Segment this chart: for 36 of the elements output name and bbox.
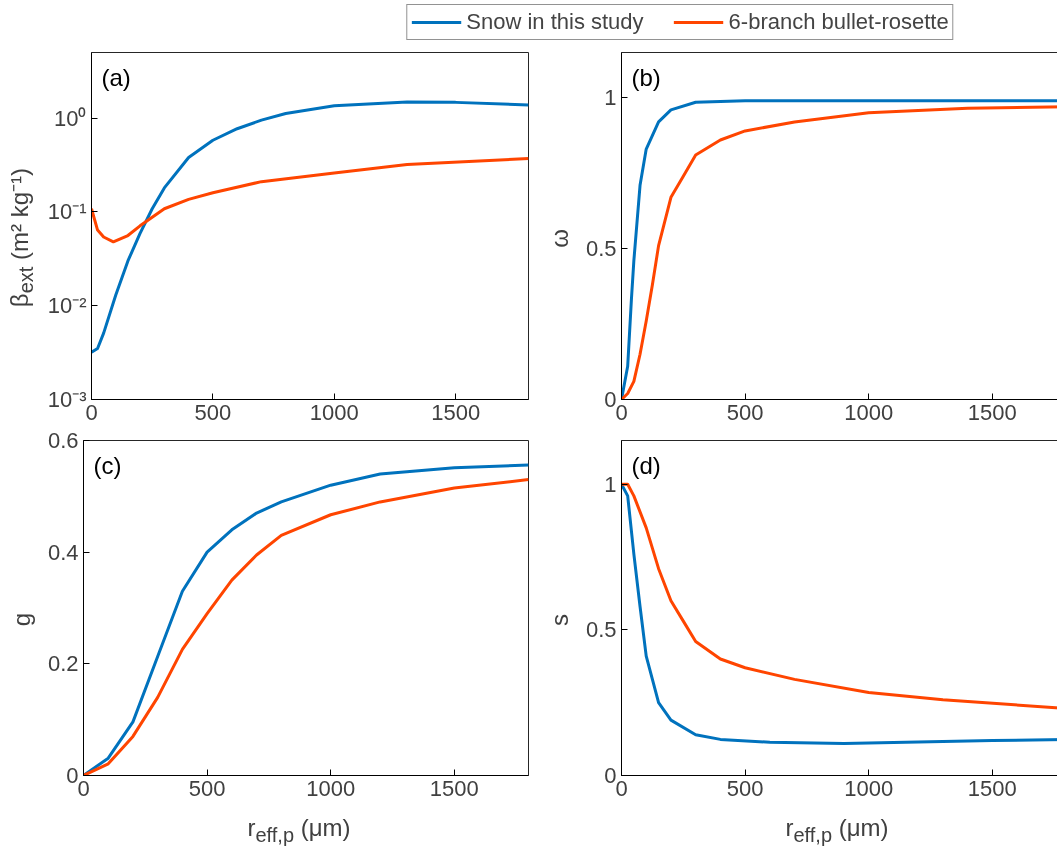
- annotation: (b): [631, 63, 661, 91]
- y-tick-label: 10⁻²: [47, 293, 87, 319]
- annotation: (c): [93, 451, 122, 479]
- x-tick-label: 1000: [306, 775, 356, 801]
- x-tick-label: 1500: [431, 399, 481, 425]
- x-tick-label: 1500: [967, 775, 1017, 801]
- y-tick-label: 10⁻³: [47, 387, 87, 412]
- x-tick-label: 500: [194, 399, 232, 425]
- x-tick-label: 1000: [844, 399, 894, 425]
- y-tick-label: 10⁰: [54, 105, 87, 131]
- x-tick-label: 500: [188, 775, 226, 801]
- y-tick-label: 10⁻¹: [47, 199, 87, 225]
- y-axis-title: ω: [544, 228, 574, 248]
- annotation: (d): [631, 451, 661, 479]
- x-axis-title: r$_{eff,p}$ (μm): [784, 813, 890, 848]
- line-series: [91, 157, 529, 244]
- annotation: (a): [101, 63, 131, 91]
- y-tick-label: 1: [604, 85, 617, 111]
- x-tick-label: 1500: [429, 775, 479, 801]
- y-tick-label: 1: [604, 471, 617, 497]
- legend-label: 6-branch bullet-rosette: [728, 9, 949, 35]
- y-tick-label: 0.4: [47, 539, 79, 565]
- y-tick-label: 0.5: [585, 617, 617, 643]
- x-tick-label: 500: [726, 775, 764, 801]
- y-tick-label: 0.2: [47, 651, 79, 677]
- y-axis-title: s: [544, 614, 574, 626]
- y-tick-label: 0.6: [47, 428, 79, 453]
- legend-label: Snow in this study: [466, 9, 644, 35]
- line-series: [91, 100, 529, 354]
- y-axis-title: g: [6, 613, 36, 627]
- x-tick-label: 1000: [844, 775, 894, 801]
- x-tick-label: 500: [726, 399, 764, 425]
- x-tick-label: 1000: [309, 399, 359, 425]
- y-tick-label: 0.5: [585, 236, 617, 262]
- x-axis-title: r$_{eff,p}$ (μm): [246, 813, 352, 848]
- x-tick-label: 1500: [967, 399, 1017, 425]
